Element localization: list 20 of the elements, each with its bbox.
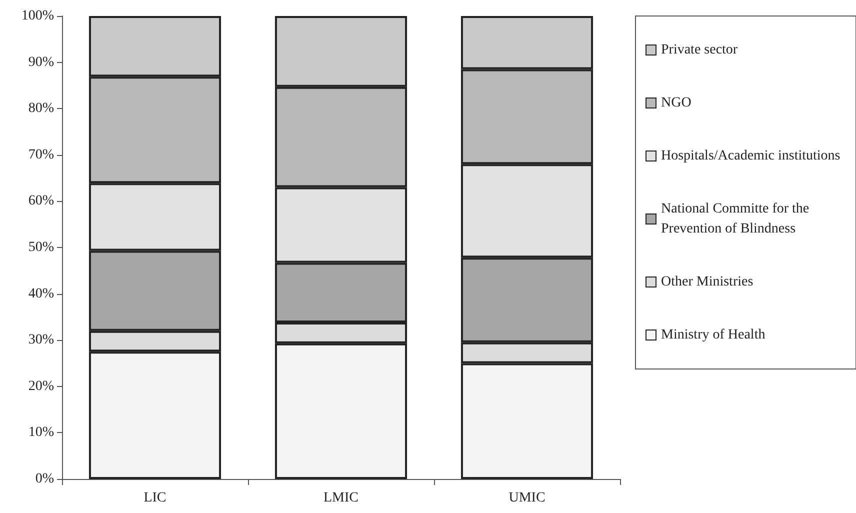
y-tick-label: 0%	[35, 472, 54, 486]
y-tick-label: 60%	[28, 194, 54, 209]
y-tick-label: 50%	[28, 240, 54, 255]
y-tick-label: 20%	[28, 378, 54, 394]
legend-label: Hospitals/Academic institutions	[661, 148, 840, 164]
legend-label: Ministry of Health	[661, 328, 766, 342]
y-tick-label: 30%	[28, 332, 54, 348]
y-tick-label: 100%	[21, 8, 54, 24]
x-tick-label: LIC	[144, 490, 166, 506]
legend-label: Private sector	[661, 42, 738, 58]
legend-label: National Committe for the Prevention of Blindness	[661, 202, 813, 236]
y-tick-label: 80%	[28, 101, 54, 116]
x-tick-label: UMIC	[508, 490, 546, 506]
legend-label: NGO	[661, 96, 692, 110]
legend-label: Other Ministries	[661, 274, 754, 290]
y-tick-label: 90%	[28, 54, 54, 70]
y-tick-label: 40%	[28, 286, 54, 302]
x-tick-label: LMIC	[324, 490, 358, 506]
y-tick-label: 70%	[28, 147, 54, 162]
y-tick-label: 10%	[28, 425, 54, 440]
